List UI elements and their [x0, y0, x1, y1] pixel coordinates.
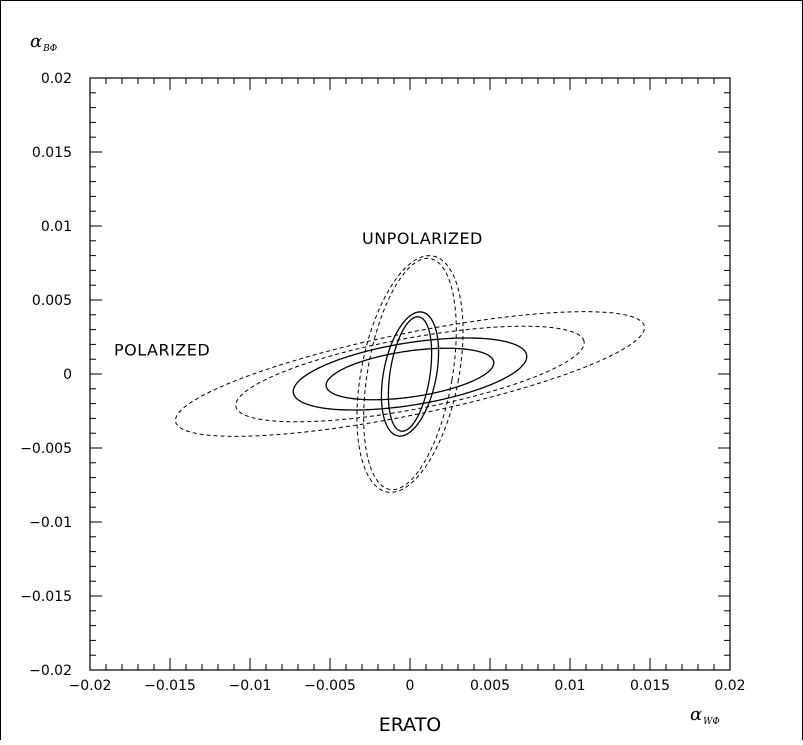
y-tick-label: 0.02 [41, 71, 72, 87]
contour-polarized-dashed-1 [235, 325, 585, 423]
x-tick-label: −0.02 [69, 678, 112, 694]
axis-ticks [89, 77, 731, 671]
contour-unpolarized-solid-6 [380, 311, 440, 437]
y-tick-label: −0.005 [20, 441, 72, 457]
x-tick-label: 0.01 [554, 678, 585, 694]
contour-series [174, 255, 646, 493]
x-tick-label: −0.015 [144, 678, 196, 694]
annotation-unpolarized: UNPOLARIZED [362, 229, 483, 248]
annotation-polarized: POLARIZED [114, 341, 210, 360]
contour-unpolarized-dashed-4 [356, 255, 464, 493]
x-tick-label: 0.015 [630, 678, 670, 694]
x-tick-label: 0 [406, 678, 415, 694]
y-tick-label: 0.005 [32, 293, 72, 309]
contour-unpolarized-solid-7 [387, 316, 433, 432]
y-tick-label: −0.015 [20, 589, 72, 605]
y-tick-label: 0.015 [32, 145, 72, 161]
x-tick-label: 0.005 [470, 678, 510, 694]
y-axis-label: αBΦ [30, 31, 57, 54]
contour-unpolarized-dashed-5 [363, 257, 457, 491]
footer-label: ERATO [379, 714, 442, 736]
y-tick-label: 0.01 [41, 219, 72, 235]
x-tick-label: −0.005 [304, 678, 356, 694]
contour-polarized-solid-3 [325, 347, 495, 401]
y-tick-label: 0 [63, 367, 72, 383]
contour-polarized-dashed-0 [174, 311, 646, 437]
x-tick-label: −0.01 [229, 678, 272, 694]
x-axis-label: αWΦ [690, 704, 720, 727]
y-tick-label: −0.02 [29, 663, 72, 679]
y-tick-label: −0.01 [29, 515, 72, 531]
x-tick-label: 0.02 [714, 678, 745, 694]
x-tick-labels: −0.02 −0.015 −0.01 −0.005 0 0.005 0.01 0.015 0.0… [69, 678, 746, 694]
y-tick-labels: 0.02 0.015 0.01 0.005 0 −0.005 −0.01 −0.015 −0.0… [20, 71, 72, 679]
